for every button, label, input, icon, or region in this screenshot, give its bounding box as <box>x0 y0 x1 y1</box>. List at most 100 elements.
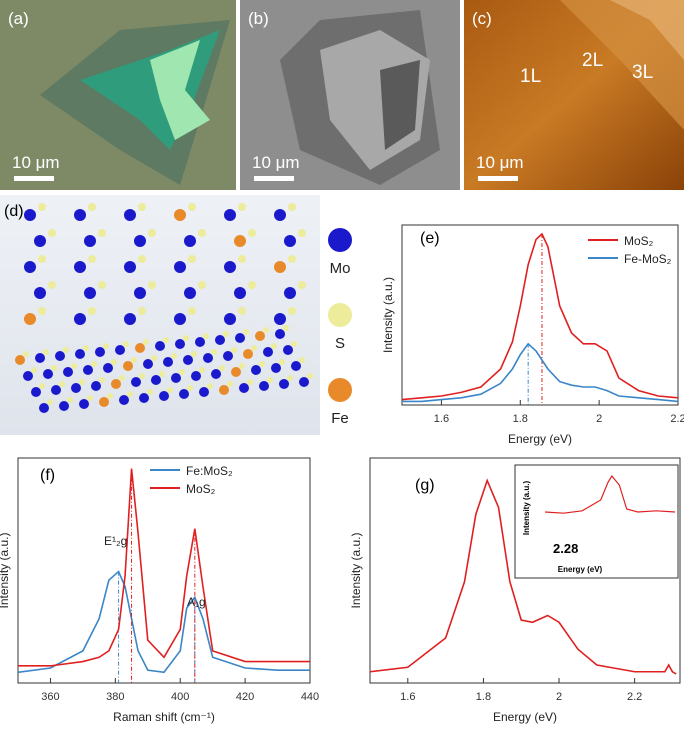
atom <box>174 313 186 325</box>
x-axis-label: Energy (eV) <box>493 710 557 724</box>
atom-s <box>38 203 46 211</box>
atom-s <box>198 229 206 237</box>
legend-label: MoS₂ <box>186 482 216 496</box>
legend-marker <box>328 303 352 327</box>
atom <box>39 403 49 413</box>
atom <box>275 329 285 339</box>
atom-s <box>248 281 256 289</box>
atom-s <box>139 373 145 379</box>
atom-s <box>48 281 56 289</box>
layer-label: 2L <box>582 50 603 71</box>
legend-label: Fe <box>331 410 349 427</box>
atom <box>23 371 33 381</box>
atom-s <box>298 281 306 289</box>
atom-s <box>231 347 237 353</box>
atom <box>271 363 281 373</box>
atom-s <box>91 361 97 367</box>
atom <box>34 287 46 299</box>
atom-s <box>98 229 106 237</box>
atom-s <box>283 325 289 331</box>
atom <box>274 261 286 273</box>
atom <box>55 351 65 361</box>
atom-s <box>39 383 45 389</box>
atom-s <box>223 331 229 337</box>
scale-bar <box>14 176 54 181</box>
atom-s <box>188 307 196 315</box>
atom-s <box>88 307 96 315</box>
atom <box>35 353 45 363</box>
atom-s <box>59 381 65 387</box>
inset-x-label: Energy (eV) <box>558 565 603 574</box>
atom <box>124 313 136 325</box>
atom-s <box>211 349 217 355</box>
y-axis-label: Intensity (a.u.) <box>381 277 395 353</box>
inset-line <box>544 474 676 514</box>
legend-label: MoS₂ <box>624 234 654 248</box>
x-tick-label: 1.8 <box>513 413 528 425</box>
plot-frame <box>401 224 679 406</box>
atom-s <box>207 383 213 389</box>
atom <box>174 261 186 273</box>
atom <box>24 261 36 273</box>
atom-s <box>79 379 85 385</box>
atom <box>224 261 236 273</box>
atom <box>183 355 193 365</box>
atom-s <box>107 393 113 399</box>
atom-s <box>138 307 146 315</box>
atom-s <box>111 359 117 365</box>
atom <box>251 365 261 375</box>
atom-s <box>23 351 29 357</box>
panel-a <box>0 0 236 190</box>
atom <box>139 393 149 403</box>
atom <box>115 345 125 355</box>
atom-s <box>179 369 185 375</box>
x-axis-label: Energy (eV) <box>508 432 572 446</box>
data-line <box>402 342 679 403</box>
atom-s <box>87 395 93 401</box>
atom <box>15 355 25 365</box>
atom-s <box>247 379 253 385</box>
legend-label: Fe:MoS₂ <box>186 464 233 478</box>
atom <box>75 349 85 359</box>
atom <box>239 383 249 393</box>
atom-s <box>51 365 57 371</box>
y-axis-label: Intensity (a.u.) <box>0 532 11 608</box>
atom <box>124 209 136 221</box>
atom <box>34 235 46 247</box>
peak-annotation: A₁g <box>187 595 206 609</box>
atom <box>91 381 101 391</box>
legend-label: S <box>335 335 345 352</box>
atom <box>243 349 253 359</box>
atom <box>63 367 73 377</box>
atom <box>103 363 113 373</box>
panel-label: (g) <box>415 477 435 494</box>
legend-label: Fe-MoS₂ <box>624 252 672 266</box>
atom <box>284 235 296 247</box>
peak-annotation: E¹₂g <box>104 534 127 548</box>
atom-s <box>187 385 193 391</box>
x-tick-label: 440 <box>301 691 319 703</box>
atom <box>299 377 309 387</box>
panel-label: (b) <box>248 9 269 28</box>
atom <box>51 385 61 395</box>
panel-label: (c) <box>472 9 492 28</box>
x-tick-label: 420 <box>236 691 254 703</box>
atom <box>179 389 189 399</box>
atom-s <box>291 341 297 347</box>
atom-s <box>127 391 133 397</box>
y-axis-label: Intensity (a.u.) <box>349 532 363 608</box>
atom <box>283 345 293 355</box>
atom <box>231 367 241 377</box>
atom <box>211 369 221 379</box>
atom <box>95 347 105 357</box>
x-tick-label: 360 <box>41 691 59 703</box>
atom-s <box>279 359 285 365</box>
legend-marker <box>328 378 352 402</box>
atom-s <box>288 255 296 263</box>
atom <box>71 383 81 393</box>
plot-frame <box>17 457 311 684</box>
atom <box>124 261 136 273</box>
panel-label: (d) <box>4 203 24 220</box>
atom <box>274 313 286 325</box>
